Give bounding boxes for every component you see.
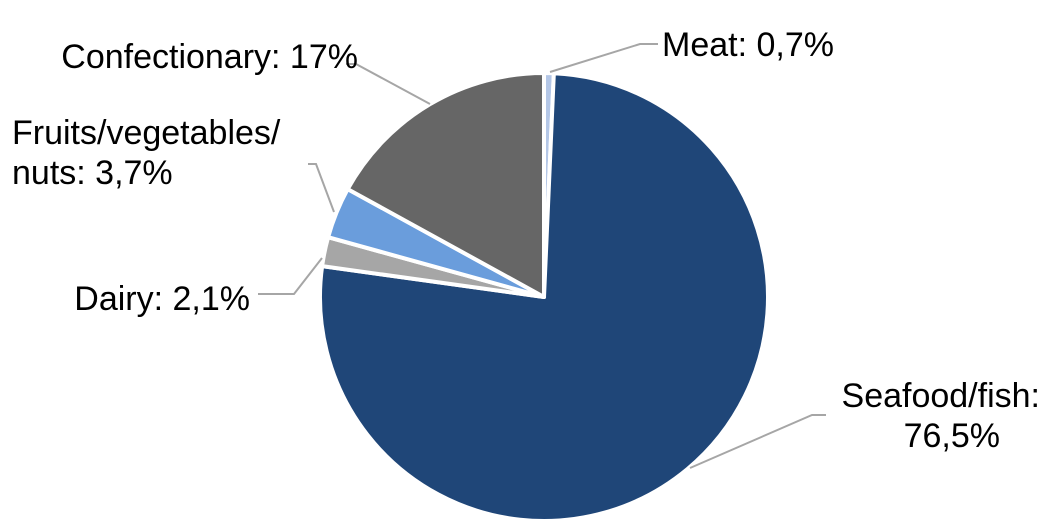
data-label-line: 76,5%: [904, 417, 1000, 455]
data-label-meat: Meat: 0,7%: [662, 26, 834, 64]
leader-line-confectionary: [346, 63, 431, 105]
leader-line-seafood-fish: [689, 414, 826, 469]
leader-line-dairy: [258, 257, 323, 295]
data-label-line: Dairy: 2,1%: [74, 280, 250, 318]
data-label-line: nuts: 3,7%: [12, 154, 173, 192]
pie-slice-confectionary: [345, 71, 546, 299]
data-label-line: Seafood/fish:: [842, 377, 1040, 415]
leader-lines: [258, 43, 826, 469]
data-labels: Meat: 0,7% Seafood/fish: 76,5% Dairy: 2,1% F…: [12, 26, 1040, 455]
data-label-seafood-fish: Seafood/fish: 76,5%: [842, 377, 1040, 455]
leader-line-fruits-vegetables-nuts: [308, 163, 335, 213]
data-label-line: Fruits/vegetables/: [12, 114, 281, 152]
data-label-confectionary: Confectionary: 17%: [61, 38, 358, 76]
pie-slices: [318, 71, 770, 520]
leader-line-meat: [549, 43, 658, 73]
data-label-line: Confectionary: 17%: [61, 38, 358, 76]
data-label-fruits-vegetables-nuts: Fruits/vegetables/nuts: 3,7%: [12, 114, 281, 192]
data-label-line: Meat: 0,7%: [662, 26, 834, 64]
data-label-dairy: Dairy: 2,1%: [74, 280, 250, 318]
